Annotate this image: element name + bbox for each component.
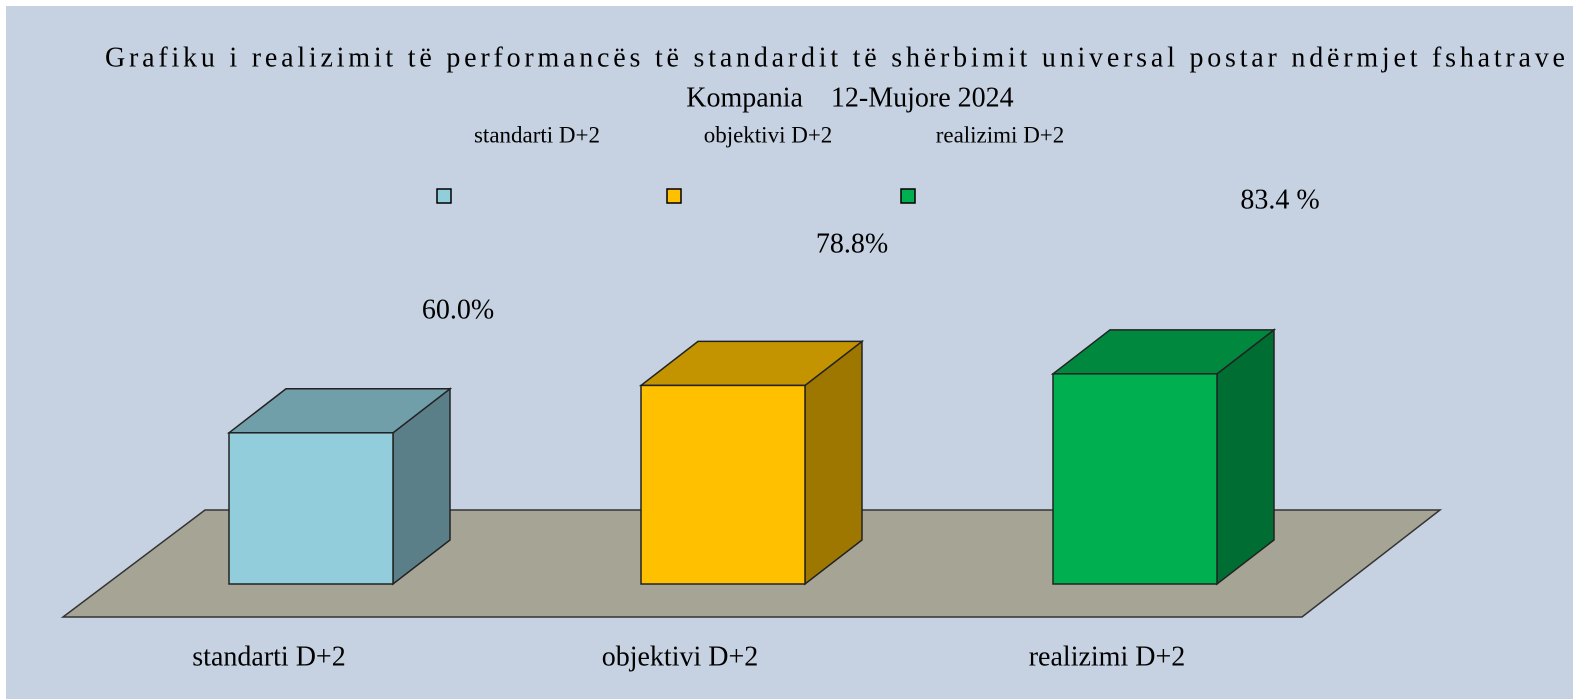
legend-label: objektivi D+2 xyxy=(704,122,833,147)
bar xyxy=(640,384,806,585)
legend-swatch xyxy=(900,188,916,204)
chart-title: Grafiku i realizimit të performancës të … xyxy=(105,42,1565,73)
bar xyxy=(1052,373,1218,585)
x-tick-label: objektivi D+2 xyxy=(602,641,759,672)
x-tick-label: standarti D+2 xyxy=(192,641,345,672)
legend-label: realizimi D+2 xyxy=(936,122,1065,147)
bar xyxy=(228,432,394,585)
value-label: 60.0% xyxy=(422,294,494,325)
value-label: 83.4 % xyxy=(1240,184,1319,215)
value-label: 78.8% xyxy=(816,228,888,259)
legend-swatch xyxy=(436,188,452,204)
legend-swatch xyxy=(666,188,682,204)
chart-subtitle: Kompania 12-Mujore 2024 xyxy=(686,82,1013,113)
x-tick-label: realizimi D+2 xyxy=(1029,641,1186,672)
legend-label: standarti D+2 xyxy=(474,122,600,147)
